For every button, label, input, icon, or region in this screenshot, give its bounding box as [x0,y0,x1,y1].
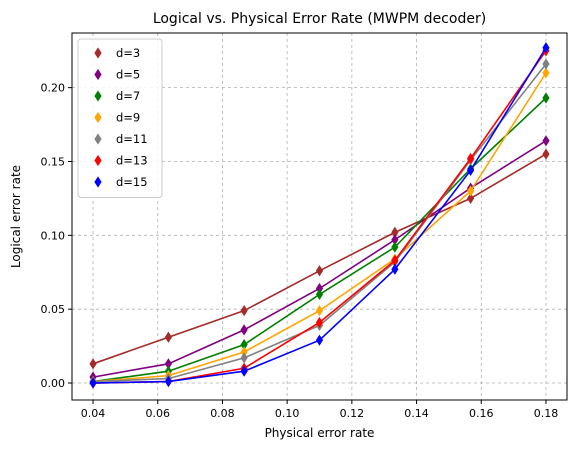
series-d-15 [89,42,550,389]
data-point [240,346,248,358]
legend: d=3 d=5 d=7 d=9 d=11 d=13 d=15 [77,38,163,198]
data-point [542,148,550,160]
axes-ticks: 0.04 0.06 0.08 0.10 0.12 0.14 0.16 0.18 0.00 0.05… [41,82,559,420]
x-tick-label: 0.06 [145,407,170,420]
series-d-3 [89,148,550,370]
x-tick-label: 0.12 [340,407,365,420]
legend-marker [94,111,102,124]
x-tick-label: 0.08 [210,407,235,420]
data-point [542,135,550,147]
data-point [315,288,324,301]
legend-label: d=7 [116,89,140,103]
data-point [542,92,550,104]
data-point [391,263,399,275]
y-tick-label: 0.20 [41,82,66,95]
y-tick-label: 0.10 [41,229,66,242]
legend-label: d=5 [116,68,140,82]
data-point [391,254,399,267]
data-point [391,234,399,246]
data-point [240,352,248,364]
data-point [89,358,97,370]
legend-label: d=15 [116,175,148,189]
data-point [466,192,475,205]
data-point [315,334,324,346]
data-point [466,185,475,197]
data-point [315,282,324,295]
x-tick-label: 0.16 [469,407,494,420]
x-axis-label: Physical error rate [265,426,375,440]
data-point [466,164,475,176]
legend-label: d=13 [116,154,148,168]
chart-title: Logical vs. Physical Error Rate (MWPM de… [153,11,486,27]
data-point [89,377,97,389]
y-axis-label: Logical error rate [9,165,23,268]
legend-marker [94,154,102,167]
data-point [164,331,173,343]
data-point [391,226,399,238]
data-point [240,365,248,377]
plot-frame [71,32,568,401]
legend-marker [94,47,102,59]
y-tick-label: 0.00 [41,377,66,390]
data-point [315,305,324,317]
data-point [542,67,550,79]
x-tick-label: 0.14 [404,407,429,420]
legend-label: d=9 [116,111,140,125]
legend-label: d=11 [116,132,148,146]
data-point [164,375,173,388]
y-tick-label: 0.15 [41,155,66,168]
legend-marker [94,133,102,145]
data-point [391,241,399,253]
data-point [315,316,324,329]
x-tick-label: 0.10 [275,407,300,420]
series-group [89,42,550,389]
data-point [542,58,550,70]
x-tick-label: 0.18 [534,407,559,420]
data-point [466,152,475,165]
data-point [240,305,248,317]
x-tick-label: 0.04 [81,407,106,420]
y-tick-label: 0.05 [41,303,66,316]
data-point [164,358,173,370]
legend-marker [94,90,102,102]
legend-marker [94,68,102,81]
data-point [542,42,550,54]
data-point [240,324,248,336]
legend-marker [94,176,102,188]
legend-label: d=3 [116,46,140,60]
data-point [240,339,248,351]
data-point [315,265,324,277]
